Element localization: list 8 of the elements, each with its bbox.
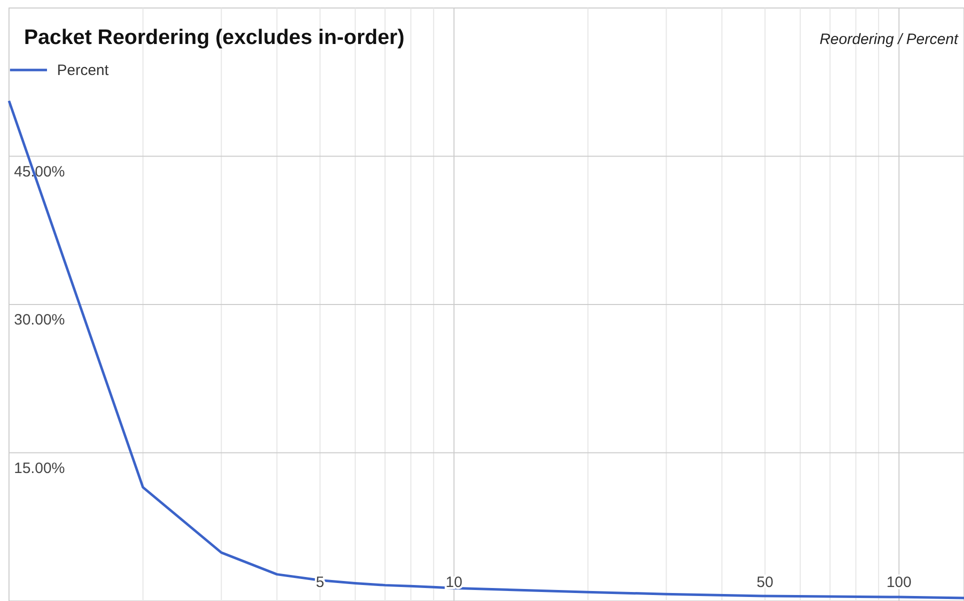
legend-label: Percent xyxy=(57,62,110,79)
x-tick-label: 10 xyxy=(446,574,462,591)
x-tick-label: 100 xyxy=(886,574,912,591)
annotation: Reordering / Percent xyxy=(820,31,959,48)
y-tick-label: 30.00% xyxy=(14,312,65,328)
text: Packet Reordering (excludes in-order) xyxy=(24,26,404,49)
y-tick-label: 15.00% xyxy=(14,460,65,477)
x-tick-label: 50 xyxy=(756,574,774,591)
